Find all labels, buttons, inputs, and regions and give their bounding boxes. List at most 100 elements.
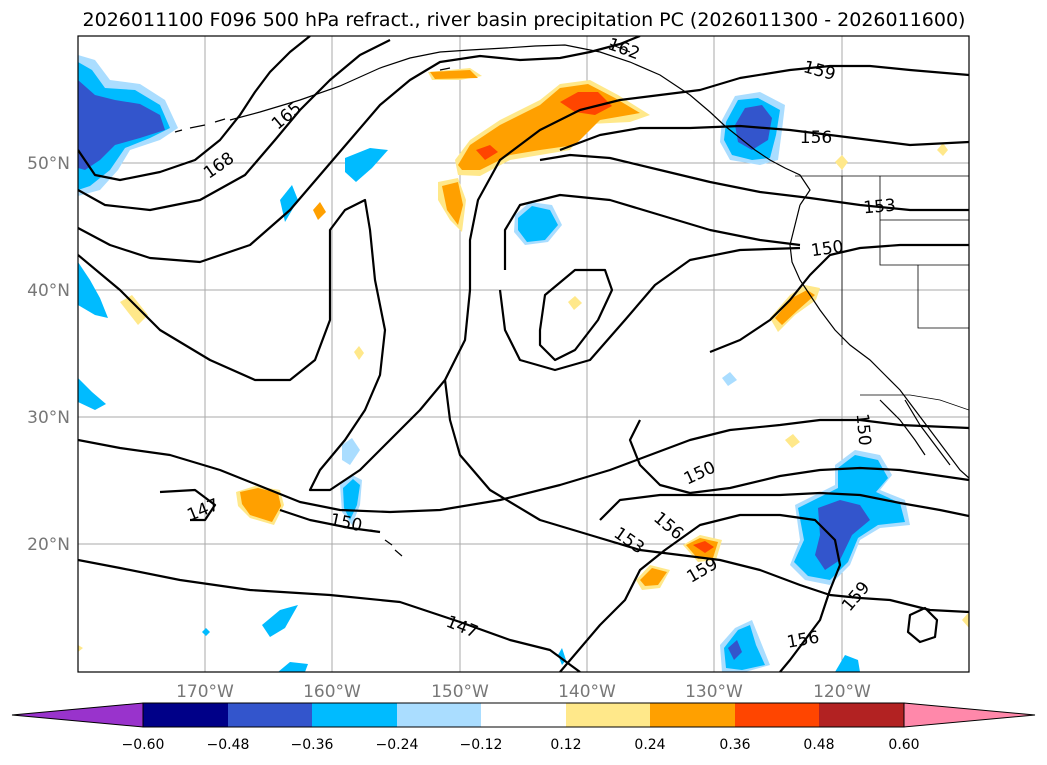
colorbar-segment bbox=[735, 703, 819, 727]
coast-us-west bbox=[789, 204, 969, 479]
contour-150-inner bbox=[503, 193, 801, 270]
coastlines bbox=[174, 43, 969, 557]
map-frame bbox=[77, 35, 970, 673]
contour-label: 156 bbox=[800, 128, 832, 148]
shade-blob-orange-4 bbox=[640, 568, 667, 586]
contour-150-north bbox=[709, 243, 969, 354]
colorbar-segment bbox=[650, 703, 735, 727]
shaded-anomalies bbox=[78, 55, 969, 672]
border-mexico bbox=[860, 394, 969, 411]
contour-153 bbox=[539, 153, 969, 212]
colorbar: −0.60 −0.48 −0.36 −0.24 −0.12 0.12 0.24 … bbox=[11, 702, 1036, 753]
contour-165 bbox=[78, 39, 391, 212]
height-contours bbox=[78, 36, 969, 672]
lat-label-30n: 30°N bbox=[27, 408, 70, 428]
longitude-labels: 170°W 160°W 150°W 140°W 130°W 120°W bbox=[176, 682, 871, 702]
shade-blob-small-3 bbox=[313, 202, 326, 220]
shade-bottom-blue-4 bbox=[278, 662, 308, 672]
coast-bc bbox=[724, 125, 811, 206]
lon-label-170w: 170°W bbox=[176, 682, 234, 702]
colorbar-segment bbox=[397, 703, 481, 727]
shade-blob-nw-deep bbox=[78, 80, 165, 170]
contour-150-hawaii bbox=[279, 508, 381, 534]
shade-cal-orange bbox=[775, 290, 815, 325]
colorbar-segment bbox=[143, 703, 228, 727]
coast-baja bbox=[879, 399, 951, 466]
contour-inner-159 bbox=[443, 379, 969, 614]
contour-153-ring bbox=[498, 246, 801, 372]
colorbar-tick: 0.12 bbox=[550, 737, 581, 753]
colorbar-ticks: −0.60 −0.48 −0.36 −0.24 −0.12 0.12 0.24 … bbox=[122, 737, 920, 753]
shade-blob-orange-2 bbox=[240, 488, 281, 522]
shade-blob-mid-blue bbox=[518, 206, 558, 242]
lon-label-150w: 150°W bbox=[431, 682, 489, 702]
shade-bottom-blue-3 bbox=[262, 605, 298, 637]
shade-blob-yellow-4 bbox=[568, 296, 582, 310]
shade-band-main-red bbox=[560, 92, 612, 115]
colorbar-tick: 0.60 bbox=[888, 737, 919, 753]
lon-label-120w: 120°W bbox=[813, 682, 871, 702]
contour-156-ring bbox=[538, 268, 614, 362]
contour-loop-se bbox=[906, 606, 939, 644]
lat-label-20n: 20°N bbox=[27, 535, 70, 555]
colorbar-tick: 0.36 bbox=[719, 737, 750, 753]
lon-label-160w: 160°W bbox=[303, 682, 361, 702]
shade-blob-red-3 bbox=[693, 541, 714, 553]
colorbar-tick: −0.12 bbox=[460, 737, 503, 753]
contour-156-north bbox=[559, 124, 969, 152]
shade-bottom-blue-5 bbox=[835, 655, 860, 672]
shade-blob-small-2 bbox=[280, 185, 298, 222]
colorbar-arrow-right bbox=[903, 702, 1036, 728]
shade-edge-yellow-2 bbox=[78, 645, 83, 652]
shade-band-orange bbox=[430, 70, 478, 79]
shade-blob-small-4 bbox=[120, 295, 148, 325]
contour-162 bbox=[78, 36, 641, 264]
colorbar-tick: −0.36 bbox=[291, 737, 334, 753]
shade-blob-orange-1 bbox=[442, 182, 463, 225]
colorbar-tick: −0.60 bbox=[122, 737, 165, 753]
lat-label-50n: 50°N bbox=[27, 154, 70, 174]
coast-alaska bbox=[229, 44, 726, 127]
contour-153-south bbox=[628, 419, 969, 495]
colorbar-segment bbox=[566, 703, 650, 727]
shade-blob-blue-3 bbox=[342, 438, 360, 465]
colorbar-segment bbox=[228, 703, 312, 727]
figure-title: 2026011100 F096 500 hPa refract., river … bbox=[83, 9, 966, 31]
colorbar-tick: −0.48 bbox=[207, 737, 250, 753]
contour-168 bbox=[78, 36, 311, 182]
shade-blob-small-1 bbox=[345, 148, 388, 182]
colorbar-segment bbox=[819, 703, 904, 727]
colorbar-segment bbox=[481, 703, 566, 727]
contour-147 bbox=[78, 558, 581, 672]
shade-band-main-red-2 bbox=[476, 145, 498, 160]
lat-label-40n: 40°N bbox=[27, 281, 70, 301]
coast-alaska-islands bbox=[174, 43, 631, 133]
contour-label: 150 bbox=[810, 237, 845, 261]
shade-blob-yellow-6 bbox=[785, 434, 800, 448]
border-states bbox=[841, 176, 969, 345]
shade-blob-blue-2 bbox=[722, 372, 737, 386]
colorbar-tick: −0.24 bbox=[376, 737, 419, 753]
colorbar-arrow-left bbox=[11, 702, 144, 728]
shade-blob-yellow-2 bbox=[835, 155, 848, 170]
shade-blob-west-2 bbox=[78, 378, 106, 410]
shade-blob-yellow-5 bbox=[354, 346, 364, 360]
shade-se-deep bbox=[815, 500, 870, 570]
contour-159 bbox=[78, 64, 969, 492]
contour-156-south bbox=[599, 491, 969, 521]
colorbar-tick: 0.24 bbox=[634, 737, 665, 753]
shade-edge-yellow bbox=[962, 612, 969, 628]
shade-small-blue-6 bbox=[202, 628, 210, 636]
colorbar-tick: 0.48 bbox=[803, 737, 834, 753]
contour-159-south bbox=[559, 513, 842, 672]
colorbar-segment bbox=[312, 703, 397, 727]
shade-blob-west-1 bbox=[78, 262, 108, 318]
contour-label: 150 bbox=[852, 413, 875, 447]
contour-150-south bbox=[78, 418, 969, 514]
lon-label-130w: 130°W bbox=[685, 682, 743, 702]
shade-blob-yellow-3 bbox=[937, 143, 948, 156]
contour-147-west bbox=[159, 488, 217, 522]
lon-label-140w: 140°W bbox=[558, 682, 616, 702]
shade-bottom-deep bbox=[728, 640, 742, 660]
